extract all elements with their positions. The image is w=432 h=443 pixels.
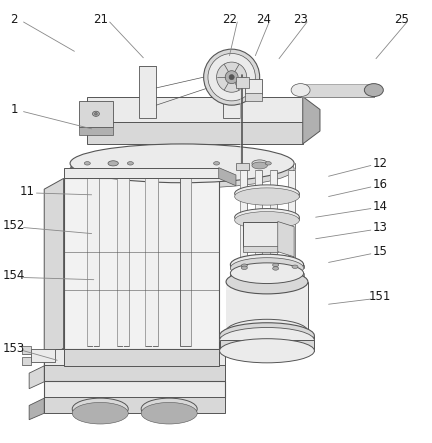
- Bar: [64, 167, 219, 179]
- Text: 11: 11: [19, 185, 35, 198]
- Ellipse shape: [72, 402, 128, 424]
- Ellipse shape: [230, 258, 304, 278]
- Text: 14: 14: [373, 200, 388, 213]
- Text: 151: 151: [369, 291, 391, 303]
- Text: 24: 24: [257, 13, 271, 27]
- Polygon shape: [87, 122, 303, 144]
- Text: 2: 2: [10, 13, 18, 27]
- Ellipse shape: [70, 150, 294, 188]
- Bar: [180, 179, 191, 346]
- Text: 152: 152: [3, 219, 25, 232]
- Ellipse shape: [141, 398, 197, 420]
- Ellipse shape: [219, 323, 314, 349]
- Bar: [226, 282, 308, 291]
- Ellipse shape: [208, 54, 255, 101]
- Ellipse shape: [235, 188, 299, 205]
- Polygon shape: [87, 97, 303, 122]
- Ellipse shape: [226, 270, 308, 294]
- Ellipse shape: [203, 49, 260, 105]
- Bar: [139, 66, 156, 118]
- Bar: [236, 77, 249, 88]
- Bar: [226, 282, 308, 331]
- Ellipse shape: [230, 254, 304, 275]
- Ellipse shape: [95, 113, 97, 115]
- Bar: [44, 397, 225, 413]
- Ellipse shape: [235, 212, 299, 229]
- Ellipse shape: [292, 265, 298, 268]
- Ellipse shape: [241, 264, 248, 268]
- Text: 25: 25: [394, 13, 409, 27]
- Ellipse shape: [225, 71, 238, 84]
- Bar: [243, 222, 278, 247]
- Ellipse shape: [141, 402, 197, 424]
- Bar: [223, 75, 240, 118]
- Ellipse shape: [265, 162, 271, 165]
- Polygon shape: [303, 97, 320, 144]
- Ellipse shape: [273, 263, 279, 267]
- Text: 16: 16: [373, 179, 388, 191]
- Polygon shape: [219, 340, 314, 351]
- Bar: [87, 179, 99, 346]
- Bar: [245, 79, 262, 94]
- Bar: [44, 365, 225, 382]
- Bar: [64, 349, 219, 366]
- Bar: [44, 350, 225, 366]
- Bar: [301, 84, 374, 97]
- Bar: [64, 179, 219, 349]
- Ellipse shape: [226, 319, 308, 343]
- Ellipse shape: [241, 266, 248, 269]
- Bar: [236, 163, 249, 170]
- Polygon shape: [278, 222, 294, 257]
- Bar: [243, 246, 278, 252]
- Bar: [255, 170, 262, 323]
- Polygon shape: [44, 349, 64, 373]
- Bar: [31, 349, 55, 361]
- Ellipse shape: [364, 84, 383, 97]
- Ellipse shape: [229, 74, 234, 80]
- Polygon shape: [44, 179, 64, 357]
- Text: 22: 22: [222, 13, 237, 27]
- Ellipse shape: [219, 339, 314, 363]
- Ellipse shape: [273, 267, 279, 270]
- Text: 153: 153: [3, 342, 25, 355]
- Text: 23: 23: [293, 13, 308, 27]
- Bar: [22, 346, 31, 354]
- Text: 15: 15: [373, 245, 388, 258]
- Text: 13: 13: [373, 222, 388, 234]
- Polygon shape: [29, 398, 44, 420]
- Ellipse shape: [92, 111, 99, 117]
- Ellipse shape: [216, 62, 247, 92]
- Bar: [117, 179, 129, 346]
- Ellipse shape: [219, 327, 314, 354]
- Bar: [270, 170, 277, 323]
- Text: 12: 12: [373, 157, 388, 170]
- Bar: [240, 170, 247, 323]
- Ellipse shape: [230, 263, 304, 284]
- Ellipse shape: [230, 266, 304, 287]
- Bar: [288, 170, 295, 323]
- Ellipse shape: [252, 160, 267, 167]
- Ellipse shape: [84, 162, 90, 165]
- Ellipse shape: [127, 162, 133, 165]
- Ellipse shape: [235, 185, 299, 202]
- Bar: [44, 381, 225, 398]
- Bar: [79, 101, 113, 127]
- Polygon shape: [29, 366, 44, 389]
- Bar: [79, 127, 113, 135]
- Bar: [146, 179, 158, 346]
- Bar: [22, 357, 31, 365]
- Text: 1: 1: [10, 103, 18, 116]
- Bar: [245, 93, 262, 101]
- Ellipse shape: [70, 144, 294, 183]
- Polygon shape: [219, 167, 236, 186]
- Ellipse shape: [252, 162, 267, 169]
- Ellipse shape: [291, 84, 310, 97]
- Text: 154: 154: [3, 269, 25, 282]
- Ellipse shape: [235, 209, 299, 226]
- Ellipse shape: [72, 398, 128, 420]
- Text: 21: 21: [93, 13, 108, 27]
- Ellipse shape: [213, 162, 219, 165]
- Ellipse shape: [108, 161, 118, 166]
